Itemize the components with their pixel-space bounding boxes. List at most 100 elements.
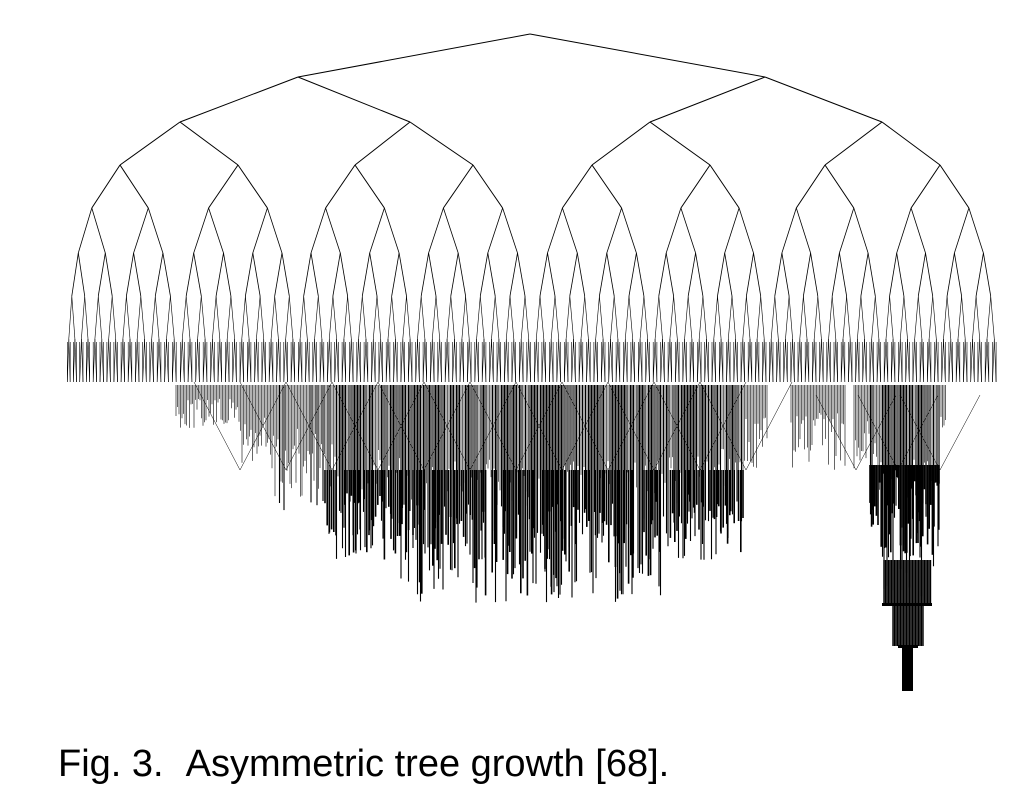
tree-edge: [172, 338, 175, 383]
tree-edge: [536, 338, 539, 383]
tree-edge: [746, 295, 751, 340]
tree-edge: [420, 295, 426, 340]
tree-edge: [625, 338, 628, 383]
tree-edge: [578, 338, 582, 383]
tree-edge: [687, 295, 693, 340]
tree-edge: [472, 164, 504, 209]
tree-edge: [303, 295, 308, 340]
tree-edge: [889, 295, 894, 340]
tree-edge: [91, 207, 106, 254]
tree-edge: [910, 164, 941, 209]
tree-edge: [875, 295, 880, 340]
tree-edge: [417, 295, 422, 340]
tree-edge: [354, 121, 411, 166]
tree-edge: [764, 76, 883, 123]
tree-edge: [860, 252, 869, 297]
tree-edge: [428, 252, 437, 297]
tree-edge: [369, 252, 378, 297]
tree-edge: [483, 338, 487, 383]
tree-edge: [479, 252, 489, 297]
tree-edge: [98, 295, 103, 340]
tree-edge: [398, 252, 407, 297]
tree-edge: [914, 295, 919, 340]
tree-edge: [465, 295, 470, 340]
tree-edge: [728, 295, 733, 340]
tree-edge: [774, 295, 779, 340]
tree-edge: [746, 252, 754, 297]
tree-edge: [569, 252, 578, 297]
tree-edge: [896, 252, 905, 297]
tree-edge: [975, 252, 984, 297]
tree-edge: [91, 164, 121, 209]
tree-edge: [237, 164, 268, 209]
tree-edge: [452, 338, 455, 383]
tree-edge: [111, 295, 116, 340]
tree-edge: [193, 252, 202, 297]
tree-edge: [831, 295, 837, 340]
tree-edge: [487, 252, 496, 297]
tree-edge: [599, 252, 608, 297]
tree-edge: [803, 295, 808, 340]
tree-edge: [528, 338, 531, 383]
tree-edge: [467, 338, 470, 383]
tree-edge: [957, 295, 962, 340]
tree-edge: [182, 338, 185, 383]
tree-edge: [420, 252, 429, 297]
tree-edge: [639, 295, 645, 340]
tree-edge: [140, 295, 145, 340]
tree-edge: [968, 207, 984, 254]
tree-edge: [520, 295, 526, 340]
tree-edge: [193, 207, 209, 254]
tree-edge: [245, 295, 250, 340]
tree-edge: [166, 338, 169, 383]
tree-edge: [164, 338, 167, 383]
tree-edge: [506, 338, 509, 383]
tree-edge: [122, 295, 127, 340]
tree-edge: [202, 338, 206, 383]
tree-edge: [673, 295, 678, 340]
tree-edge: [839, 207, 855, 254]
tree-edge: [84, 295, 89, 340]
tree-edge: [986, 295, 991, 340]
tree-edge: [281, 252, 290, 297]
tree-edge: [496, 338, 500, 383]
tree-edge: [402, 295, 407, 340]
tree-edge: [658, 295, 663, 340]
tree-edge: [649, 121, 711, 166]
tree-edge: [680, 164, 711, 209]
tree-edge: [946, 252, 955, 297]
tree-edge: [180, 338, 183, 383]
tree-edge: [245, 252, 254, 297]
tree-edge: [325, 207, 341, 254]
tree-edge: [742, 295, 747, 340]
tree-edge: [252, 252, 261, 297]
tree-edge: [347, 295, 352, 340]
tree-edge: [435, 295, 440, 340]
tree-edge: [166, 295, 171, 340]
tree-edge: [256, 295, 261, 340]
tree-edge: [334, 338, 337, 383]
tree-edge: [489, 338, 492, 383]
tree-edge: [387, 295, 392, 340]
tree-edge: [928, 295, 933, 340]
tree-edge: [77, 207, 93, 254]
tree-edge: [561, 164, 593, 209]
tree-edge: [354, 164, 385, 209]
tree-edge: [713, 295, 718, 340]
tree-edge: [232, 338, 235, 383]
tree-edge: [502, 207, 518, 254]
tree-edge: [881, 121, 941, 166]
tree-edge: [376, 295, 381, 340]
tree-edge: [349, 338, 352, 383]
tree-edge: [108, 295, 113, 340]
tree-edge: [885, 295, 890, 340]
tree-edge: [943, 295, 948, 340]
tree-edge: [226, 295, 232, 340]
tree-edge: [645, 338, 648, 383]
tree-edge: [443, 207, 459, 254]
tree-edge: [717, 252, 726, 297]
tree-edge: [536, 295, 541, 340]
tree-edge: [430, 338, 433, 383]
tree-edge: [565, 338, 569, 383]
tree-edge: [745, 381, 793, 471]
